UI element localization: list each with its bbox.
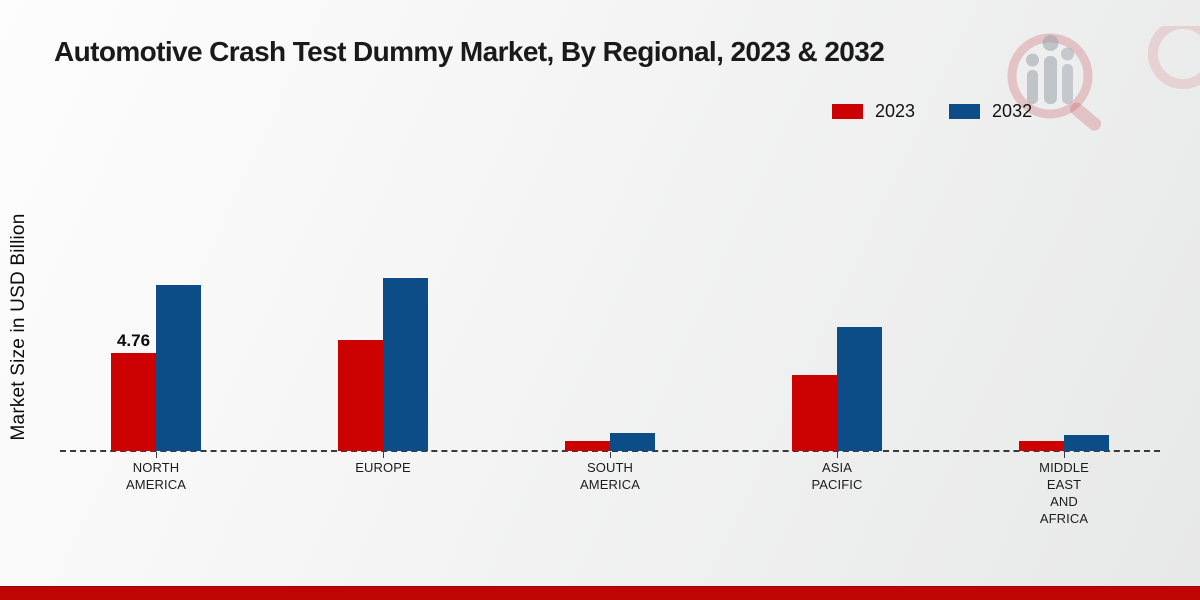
category-label-asia-pacific: ASIA PACIFIC bbox=[811, 460, 863, 492]
bar-2023-middle-east-and-africa bbox=[1019, 441, 1064, 451]
legend-label-2032: 2032 bbox=[992, 101, 1033, 121]
bar-2032-middle-east-and-africa bbox=[1064, 435, 1109, 451]
chart-title: Automotive Crash Test Dummy Market, By R… bbox=[54, 36, 885, 67]
bar-2023-europe bbox=[338, 340, 383, 451]
bar-2032-north-america bbox=[156, 285, 201, 451]
category-label-north-america: NORTH AMERICA bbox=[126, 460, 186, 492]
category-label-middle-east-and-africa: MIDDLE EAST AND AFRICA bbox=[1039, 460, 1089, 526]
bar-2023-asia-pacific bbox=[792, 375, 837, 451]
bottom-accent-bar bbox=[0, 586, 1200, 600]
category-label-south-america: SOUTH AMERICA bbox=[580, 460, 640, 492]
axis-tick bbox=[837, 452, 838, 458]
bar-2023-north-america bbox=[111, 353, 156, 451]
axis-tick bbox=[383, 452, 384, 458]
bar-2032-asia-pacific bbox=[837, 327, 882, 451]
legend-label-2023: 2023 bbox=[875, 101, 916, 121]
legend-swatch-2032 bbox=[949, 104, 981, 119]
value-label-2023-north-america: 4.76 bbox=[116, 331, 151, 350]
legend-swatch-2023 bbox=[832, 104, 863, 119]
axis-tick bbox=[156, 452, 157, 458]
axis-tick bbox=[610, 452, 611, 458]
bar-2032-south-america bbox=[610, 433, 655, 451]
x-axis-baseline bbox=[60, 450, 1160, 452]
watermark-logo-icon bbox=[1007, 26, 1200, 131]
legend-item-2023: 2023 bbox=[832, 101, 915, 122]
axis-tick bbox=[1064, 452, 1065, 458]
category-label-europe: EUROPE bbox=[355, 460, 411, 475]
legend-item-2032: 2032 bbox=[949, 101, 1032, 122]
bar-2023-south-america bbox=[565, 441, 610, 451]
legend: 2023 2032 bbox=[832, 101, 1032, 122]
bar-2032-europe bbox=[383, 278, 428, 451]
